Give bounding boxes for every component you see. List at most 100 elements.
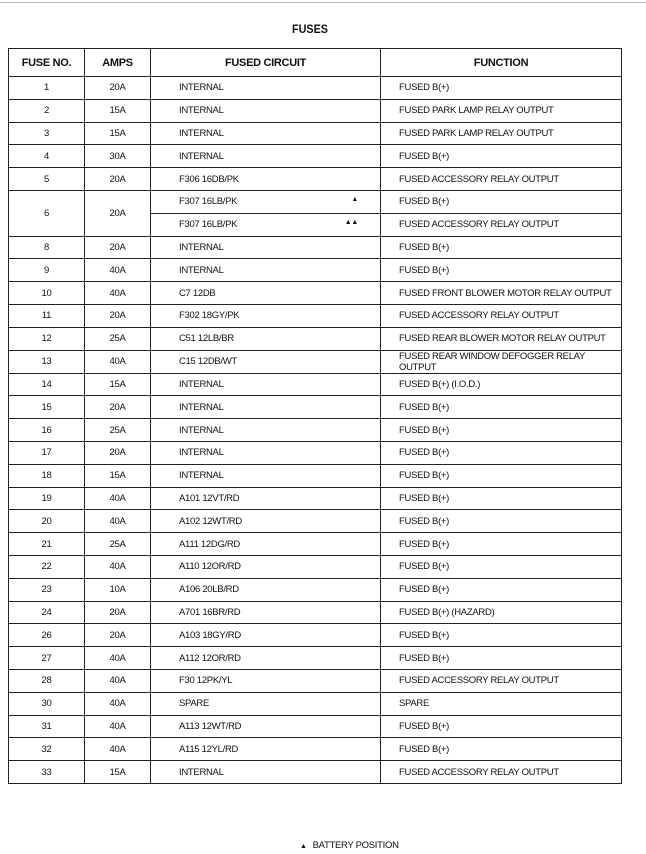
fuse-number-cell: 19 (8, 486, 85, 511)
amps-cell: 10A (84, 577, 151, 602)
fuse-number-cell: 3 (8, 121, 85, 146)
amps-cell: 40A (84, 714, 151, 739)
function-cell: FUSED B(+) (380, 418, 622, 442)
header-function: FUNCTION (380, 48, 622, 77)
function-cell: FUSED B(+) (380, 463, 622, 488)
function-cell: FUSED B(+) (380, 486, 622, 511)
fused-circuit-cell: A102 12WT/RD (150, 509, 381, 534)
function-cell: FUSED B(+) (380, 532, 622, 556)
function-cell: FUSED ACCESSORY RELAY OUTPUT (380, 167, 622, 191)
fused-circuit-cell: A701 16BR/RD (150, 600, 381, 625)
circuit-text: INTERNAL (179, 424, 224, 436)
amps-cell: 40A (84, 668, 151, 693)
fused-circuit-cell: INTERNAL (150, 395, 381, 420)
amps-cell: 20A (84, 189, 151, 237)
circuit-text: F30 12PK/YL (179, 675, 233, 687)
table-row: 32 40A A115 12YL/RD FUSED B(+) (8, 737, 622, 762)
fused-circuit-cell: C51 12LB/BR (150, 326, 381, 351)
function-cell: FUSED FRONT BLOWER MOTOR RELAY OUTPUT (380, 281, 622, 305)
fused-circuit-cell: INTERNAL (150, 463, 381, 488)
fused-circuit-cell: INTERNAL (150, 98, 381, 123)
circuit-text: INTERNAL (179, 470, 224, 482)
circuit-text: INTERNAL (179, 127, 224, 139)
circuit-text: F306 16DB/PK (179, 173, 239, 185)
amps-cell: 20A (84, 235, 151, 260)
circuit-text: A111 12DG/RD (179, 538, 240, 550)
table-row: 28 40A F30 12PK/YL FUSED ACCESSORY RELAY OU… (8, 668, 622, 693)
fuse-number-cell: 8 (8, 235, 85, 260)
table-header-row: FUSE NO. AMPS FUSED CIRCUIT FUNCTION (8, 48, 622, 77)
amps-cell: 40A (84, 737, 151, 762)
table-row: 5 20A F306 16DB/PK FUSED ACCESSORY RELAY OU… (8, 167, 622, 191)
table-row: 12 25A C51 12LB/BR FUSED REAR BLOWER MOTOR … (8, 326, 622, 351)
amps-cell: 25A (84, 326, 151, 351)
fuse-number-cell: 17 (8, 440, 85, 465)
amps-cell: 15A (84, 463, 151, 488)
fused-circuit-cell: SPARE (150, 691, 381, 716)
amps-cell: 40A (84, 258, 151, 283)
table-row: 31 40A A113 12WT/RD FUSED B(+) (8, 714, 622, 739)
amps-cell: 15A (84, 121, 151, 146)
amps-cell: 40A (84, 554, 151, 579)
table-row: 20 40A A102 12WT/RD FUSED B(+) (8, 509, 622, 534)
fused-circuit-cell: A101 12VT/RD (150, 486, 381, 511)
fuse-number-cell: 21 (8, 532, 85, 556)
circuit-text: A701 16BR/RD (179, 606, 241, 618)
fuse-number-cell: 22 (8, 554, 85, 579)
fused-circuit-cell: F307 16LB/PK ▲▲ (150, 212, 381, 237)
circuit-text: F307 16LB/PK (179, 219, 238, 231)
amps-cell: 15A (84, 760, 151, 784)
table-row: 3 15A INTERNAL FUSED PARK LAMP RELAY OUTPUT (8, 121, 622, 146)
fused-circuit-cell: A111 12DG/RD (150, 532, 381, 556)
table-row: 16 25A INTERNAL FUSED B(+) (8, 418, 622, 442)
circuit-text: INTERNAL (179, 401, 224, 413)
amps-cell: 20A (84, 440, 151, 465)
table-row: 21 25A A111 12DG/RD FUSED B(+) (8, 532, 622, 556)
table-row: 6 20A F307 16LB/PK ▲ FUSED B(+) (8, 189, 622, 237)
function-cell: FUSED REAR BLOWER MOTOR RELAY OUTPUT (380, 326, 622, 351)
fused-circuit-cell: A103 18GY/RD (150, 623, 381, 648)
circuit-text: A102 12WT/RD (179, 515, 242, 527)
fused-circuit-cell: INTERNAL (150, 760, 381, 784)
function-cell: FUSED B(+) (380, 509, 622, 534)
function-cell: FUSED ACCESSORY RELAY OUTPUT (380, 760, 622, 784)
function-cell: FUSED B(+) (380, 235, 622, 260)
function-cell: FUSED B(+) (380, 554, 622, 579)
fuse-number-cell: 28 (8, 668, 85, 693)
table-row: 13 40A C15 12DB/WT FUSED REAR WINDOW DEFOGG… (8, 349, 622, 374)
fuse-number-cell: 6 (8, 189, 85, 237)
fuse-number-cell: 24 (8, 600, 85, 625)
battery-position-marker: ▲▲ (344, 218, 359, 226)
fuse-number-cell: 23 (8, 577, 85, 602)
function-cell: FUSED B(+) (HAZARD) (380, 600, 622, 625)
circuit-text: INTERNAL (179, 447, 224, 459)
table-row: 23 10A A106 20LB/RD FUSED B(+) (8, 577, 622, 602)
amps-cell: 20A (84, 623, 151, 648)
amps-cell: 40A (84, 349, 151, 374)
circuit-text: A103 18GY/RD (179, 629, 241, 641)
function-cell: FUSED B(+) (380, 737, 622, 762)
amps-cell: 40A (84, 646, 151, 670)
fuse-number-cell: 5 (8, 167, 85, 191)
circuit-text: A101 12VT/RD (179, 492, 240, 504)
circuit-text: C51 12LB/BR (179, 333, 234, 345)
circuit-text: INTERNAL (179, 766, 224, 778)
table-row: 15 20A INTERNAL FUSED B(+) (8, 395, 622, 420)
table-row: 18 15A INTERNAL FUSED B(+) (8, 463, 622, 488)
top-rule (0, 2, 646, 3)
fuse-table: FUSE NO. AMPS FUSED CIRCUIT FUNCTION 1 20… (8, 48, 622, 784)
fuse-number-cell: 9 (8, 258, 85, 283)
fuse-number-cell: 15 (8, 395, 85, 420)
table-row: 10 40A C7 12DB FUSED FRONT BLOWER MOTOR REL… (8, 281, 622, 305)
amps-cell: 40A (84, 281, 151, 305)
table-row: 24 20A A701 16BR/RD FUSED B(+) (HAZARD) (8, 600, 622, 625)
amps-cell: 20A (84, 303, 151, 328)
table-row: 14 15A INTERNAL FUSED B(+) (I.O.D.) (8, 372, 622, 397)
function-cell: FUSED ACCESSORY RELAY OUTPUT (380, 303, 622, 328)
fused-circuit-cell: INTERNAL (150, 76, 381, 100)
amps-cell: 40A (84, 486, 151, 511)
table-row: 17 20A INTERNAL FUSED B(+) (8, 440, 622, 465)
amps-cell: 15A (84, 98, 151, 123)
function-cell: FUSED B(+) (I.O.D.) (380, 372, 622, 397)
amps-cell: 25A (84, 418, 151, 442)
